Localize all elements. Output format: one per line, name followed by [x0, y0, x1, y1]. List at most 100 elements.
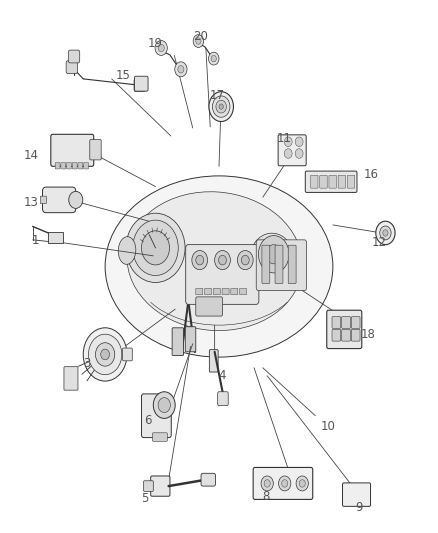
Circle shape [211, 55, 216, 62]
Text: 3: 3 [83, 357, 90, 370]
FancyBboxPatch shape [151, 476, 170, 496]
Text: 12: 12 [371, 236, 386, 249]
FancyBboxPatch shape [196, 297, 223, 316]
Circle shape [216, 100, 226, 113]
FancyBboxPatch shape [61, 163, 66, 169]
Text: 19: 19 [148, 37, 163, 50]
Ellipse shape [127, 192, 302, 330]
FancyBboxPatch shape [90, 140, 101, 160]
Ellipse shape [118, 237, 136, 264]
FancyBboxPatch shape [141, 394, 171, 438]
FancyBboxPatch shape [343, 483, 371, 506]
Circle shape [158, 398, 170, 413]
FancyBboxPatch shape [172, 328, 184, 356]
Circle shape [193, 35, 204, 47]
FancyBboxPatch shape [64, 367, 78, 390]
FancyBboxPatch shape [201, 473, 215, 486]
FancyBboxPatch shape [347, 175, 355, 188]
Circle shape [141, 231, 170, 265]
Text: 6: 6 [144, 414, 152, 426]
Text: 4: 4 [219, 369, 226, 382]
Circle shape [380, 226, 391, 240]
Polygon shape [48, 232, 63, 243]
Circle shape [101, 349, 110, 360]
Ellipse shape [126, 213, 185, 282]
Circle shape [69, 191, 83, 208]
Circle shape [88, 334, 122, 375]
Text: 8: 8 [263, 490, 270, 503]
FancyBboxPatch shape [256, 240, 307, 290]
Circle shape [264, 480, 270, 487]
Text: 17: 17 [209, 90, 224, 102]
FancyBboxPatch shape [134, 79, 145, 92]
Text: 13: 13 [24, 196, 39, 209]
Text: 20: 20 [193, 30, 208, 43]
FancyBboxPatch shape [320, 175, 327, 188]
Circle shape [296, 476, 308, 491]
Circle shape [282, 480, 288, 487]
FancyBboxPatch shape [332, 317, 341, 328]
FancyBboxPatch shape [134, 76, 148, 91]
Circle shape [192, 251, 208, 270]
FancyBboxPatch shape [67, 163, 71, 169]
Circle shape [295, 149, 303, 158]
Circle shape [284, 137, 292, 147]
FancyBboxPatch shape [55, 163, 60, 169]
FancyBboxPatch shape [342, 329, 350, 341]
Circle shape [153, 392, 175, 418]
Circle shape [299, 480, 305, 487]
Circle shape [175, 62, 187, 77]
Circle shape [237, 251, 253, 270]
Circle shape [209, 92, 233, 122]
Circle shape [215, 251, 230, 270]
FancyBboxPatch shape [253, 467, 313, 499]
Circle shape [258, 236, 289, 273]
Circle shape [208, 52, 219, 65]
Text: 1: 1 [31, 235, 39, 247]
Text: 14: 14 [24, 149, 39, 162]
Ellipse shape [251, 233, 292, 279]
FancyBboxPatch shape [152, 433, 167, 441]
FancyBboxPatch shape [218, 392, 228, 406]
FancyBboxPatch shape [186, 245, 259, 304]
FancyBboxPatch shape [231, 288, 238, 295]
Text: 11: 11 [276, 132, 291, 145]
Text: 9: 9 [355, 501, 363, 514]
FancyBboxPatch shape [40, 196, 46, 204]
Text: 15: 15 [115, 69, 130, 82]
FancyBboxPatch shape [68, 50, 80, 63]
Circle shape [295, 137, 303, 147]
Circle shape [83, 328, 127, 381]
FancyBboxPatch shape [205, 288, 212, 295]
Circle shape [383, 230, 388, 236]
Circle shape [178, 66, 184, 73]
FancyBboxPatch shape [351, 329, 360, 341]
FancyBboxPatch shape [144, 481, 153, 491]
FancyBboxPatch shape [275, 245, 283, 284]
FancyBboxPatch shape [262, 245, 270, 284]
FancyBboxPatch shape [342, 317, 350, 328]
Text: 10: 10 [320, 420, 335, 433]
FancyBboxPatch shape [42, 187, 76, 213]
FancyBboxPatch shape [305, 171, 357, 192]
FancyBboxPatch shape [351, 317, 360, 328]
Circle shape [196, 38, 201, 44]
Circle shape [261, 476, 273, 491]
Circle shape [133, 220, 178, 276]
FancyBboxPatch shape [278, 135, 306, 166]
FancyBboxPatch shape [338, 175, 346, 188]
FancyBboxPatch shape [78, 163, 83, 169]
FancyBboxPatch shape [213, 288, 220, 295]
Circle shape [219, 104, 223, 109]
FancyBboxPatch shape [327, 310, 362, 349]
Circle shape [241, 255, 249, 265]
Text: 16: 16 [364, 168, 379, 181]
FancyBboxPatch shape [51, 134, 94, 166]
FancyBboxPatch shape [288, 245, 296, 284]
Circle shape [212, 96, 230, 117]
FancyBboxPatch shape [123, 348, 132, 361]
Ellipse shape [105, 176, 333, 357]
FancyBboxPatch shape [209, 350, 218, 372]
Circle shape [376, 221, 395, 245]
FancyBboxPatch shape [311, 175, 318, 188]
